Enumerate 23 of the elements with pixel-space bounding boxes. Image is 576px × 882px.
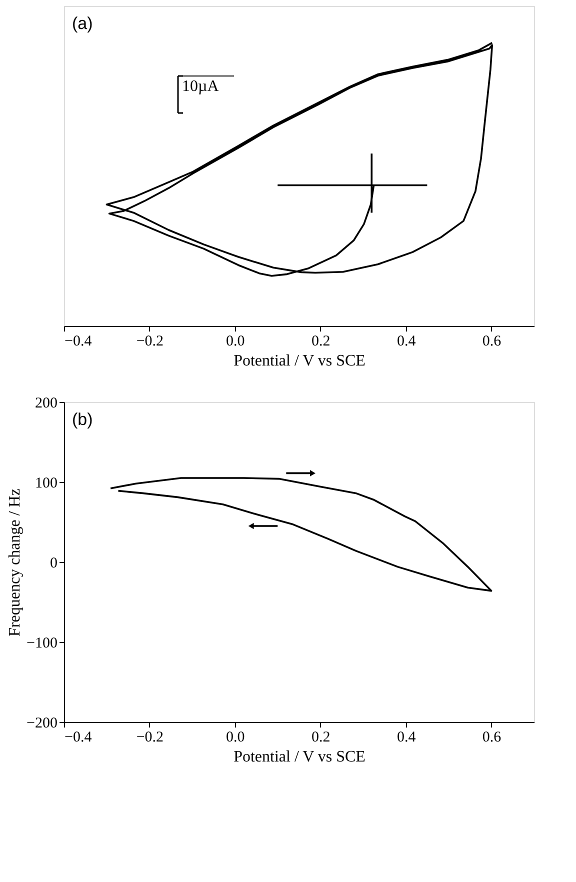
x-axis-title: Potential / V vs SCE	[234, 352, 366, 370]
y-tick-label: 200	[35, 396, 58, 412]
chart-title: (a)	[72, 14, 93, 33]
x-tick-label: 0.4	[396, 730, 416, 746]
y-tick-label: 0	[50, 556, 58, 572]
y-tick-label: −200	[26, 716, 58, 732]
y-tick-label: −100	[26, 636, 58, 652]
x-tick-label: −0.4	[64, 334, 92, 350]
x-tick-label: −0.2	[136, 334, 164, 350]
x-tick-label: 0.0	[226, 730, 245, 746]
x-tick-label: 0.2	[311, 334, 330, 350]
y-axis-title: Frequency change / Hz	[6, 488, 24, 636]
x-tick-label: 0.6	[482, 334, 502, 350]
x-axis-title: Potential / V vs SCE	[234, 748, 366, 766]
x-tick-label: 0.2	[311, 730, 330, 746]
x-tick-label: 0.6	[482, 730, 502, 746]
annotation: 10µA	[182, 78, 220, 95]
x-tick-label: −0.4	[64, 730, 92, 746]
x-tick-label: 0.4	[396, 334, 416, 350]
x-tick-label: 0.0	[226, 334, 245, 350]
chart-title: (b)	[72, 410, 93, 429]
y-tick-label: 100	[35, 476, 58, 492]
x-tick-label: −0.2	[136, 730, 164, 746]
